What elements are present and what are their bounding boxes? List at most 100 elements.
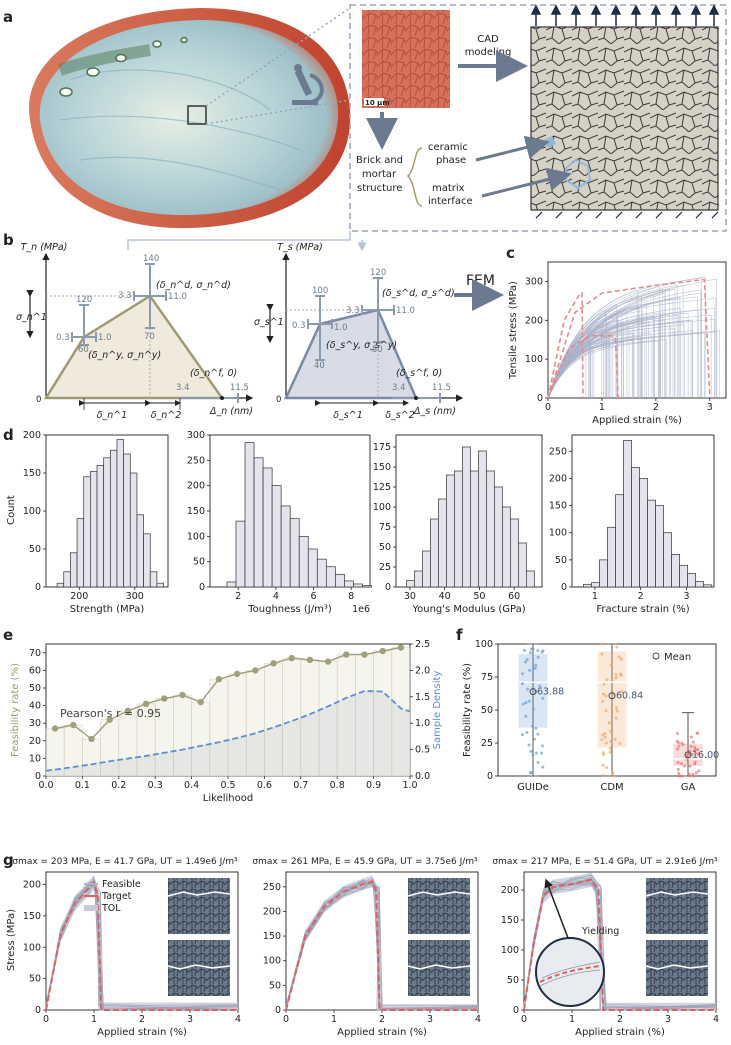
x-tick-label: 1 (599, 402, 605, 413)
data-point (529, 771, 533, 775)
data-point (526, 687, 530, 691)
data-point (680, 774, 684, 778)
data-point (541, 744, 545, 748)
feasibility-point (106, 716, 113, 723)
x-tick-label: 3 (427, 1014, 433, 1025)
x-tick-label: 0 (43, 1014, 49, 1025)
hist-bar (655, 505, 664, 588)
hist-bar (90, 471, 98, 588)
legend-label: Feasible (102, 879, 141, 890)
micrograph-image (362, 10, 450, 108)
crack-path-top (167, 891, 231, 897)
x-tick-label: 3 (707, 402, 713, 413)
chart-f: 0 25 50 75 100 Feasibility rate (%) 63.88 GUIDe… (462, 639, 719, 793)
data-point (600, 738, 604, 742)
y-tick-label: 175 (373, 442, 391, 453)
feasibility-bar (282, 657, 302, 777)
feasibility-bar (209, 678, 229, 777)
axis-offset: 1e6 (352, 604, 370, 615)
y-tick-label: 100 (549, 528, 567, 539)
hist-bar (510, 518, 519, 588)
plot-title: σmax = 203 MPa, E = 41.7 GPa, UT = 1.49e… (12, 857, 238, 867)
x-axis-label: Applied strain (%) (575, 1027, 665, 1038)
crack-path-top (645, 891, 709, 897)
hist-bar (679, 564, 689, 588)
hist-bar (271, 485, 282, 588)
x-tick-label: 0.9 (366, 780, 381, 791)
matrix-arrow (481, 167, 572, 198)
data-point (601, 692, 605, 696)
hist-bar (494, 486, 503, 588)
data-point (605, 766, 609, 770)
x-tick-label: 0.5 (220, 780, 235, 791)
hist-bar (129, 472, 138, 588)
hist-bar (116, 439, 124, 588)
yielding-label: Yielding (581, 926, 619, 937)
x-tick-label: 4 (235, 1014, 241, 1025)
data-point (677, 774, 681, 778)
tsl-n-pt-f: (δ_n^f, 0) (190, 368, 237, 379)
tsl-n-values: 140 120 3.3 11.0 0.3 1.0 60 70 3.4 11.5 … (36, 254, 249, 405)
flow-arrows (127, 231, 362, 250)
hist-bar (470, 470, 479, 588)
hist-bar (446, 474, 455, 588)
hist-bar (623, 440, 632, 588)
feasibility-bar (173, 694, 192, 777)
hist-bar (406, 580, 415, 588)
hist-bar (502, 506, 511, 588)
panel-label-a: a (3, 8, 13, 26)
svg-text:1.0: 1.0 (334, 323, 348, 333)
hist-bar (63, 571, 71, 588)
simulated-curve (547, 276, 706, 399)
tsl-shear-diagram (266, 252, 464, 406)
data-point (601, 763, 605, 767)
data-point (541, 765, 545, 769)
data-point (541, 649, 545, 653)
hist-bar (149, 571, 158, 588)
legend-label: Target (101, 891, 132, 902)
data-point (603, 735, 607, 739)
x-tick-label: 4 (273, 591, 279, 602)
hist-bar (422, 550, 431, 588)
data-point (693, 745, 697, 749)
simulated-curve (547, 296, 698, 399)
y-axis-label: Count (6, 495, 17, 525)
hist-bar (671, 554, 680, 588)
y-tick-label: 300 (187, 430, 205, 441)
hist-bar (280, 505, 291, 588)
data-point (609, 663, 613, 667)
feasibility-point (215, 676, 223, 683)
hist-bar (70, 552, 78, 588)
legend-mean-marker (652, 652, 660, 660)
x-tick-label: 0.3 (148, 780, 163, 791)
tsl-s-pt-f: (δ_s^f, 0) (396, 368, 442, 379)
data-point (524, 714, 528, 718)
data-point (613, 737, 617, 741)
y-tick-label: 20 (29, 736, 41, 747)
chart-c: 0 1 2 3 0 100 200 300 Applied strain (%) Tensile … (508, 261, 727, 426)
data-point (523, 648, 527, 652)
y-tick-label: 50 (507, 975, 519, 986)
crack-image-top (646, 878, 708, 934)
feasibility-point (142, 700, 150, 708)
hist-bar (123, 453, 131, 588)
x-tick-label: 2 (235, 591, 241, 602)
chart-g3: σmax = 217 MPa, E = 51.4 GPa, UT = 2.91e… (492, 857, 719, 1038)
simulated-curve (547, 340, 659, 399)
feasibility-bar (373, 650, 393, 777)
hist-bar (307, 548, 318, 588)
feasibility-point (70, 721, 77, 729)
y-tick-label: 150 (549, 501, 567, 512)
y-tick-label: 30 (29, 718, 41, 729)
data-point (538, 684, 542, 688)
plot-title: σmax = 217 MPa, E = 51.4 GPa, UT = 2.91e… (492, 857, 718, 867)
svg-text:0: 0 (36, 395, 41, 405)
y-tick-label: 75 (481, 672, 493, 683)
mean-label: 60.84 (616, 691, 643, 702)
crack-path-top (407, 891, 471, 897)
simulated-curve (547, 325, 630, 399)
svg-text:3.3: 3.3 (118, 291, 132, 301)
simulated-curve (547, 295, 642, 399)
data-point (601, 751, 605, 755)
